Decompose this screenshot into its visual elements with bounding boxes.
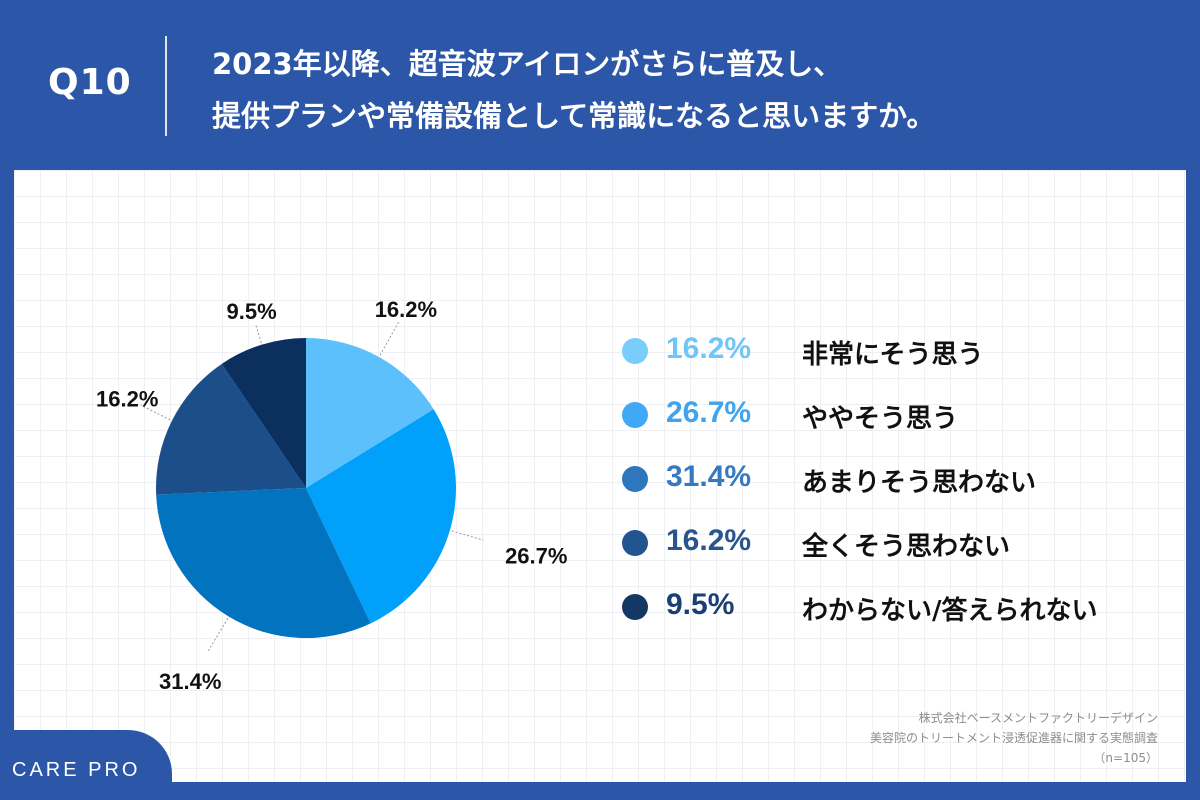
header: Q10 2023年以降、超音波アイロンがさらに普及し、 提供プランや常備設備とし… <box>0 0 1200 170</box>
pie-chart: 16.2% 26.7% 31.4% 16.2% 9.5% <box>96 297 567 694</box>
legend-percent: 16.2% <box>666 332 752 365</box>
slice-value-label: 16.2% <box>375 297 437 322</box>
legend-item: 31.4% あまりそう思わない <box>622 446 1182 510</box>
legend-label: あまりそう思わない <box>802 468 1037 498</box>
legend-dot-icon <box>622 530 648 556</box>
pie-slice <box>156 363 306 495</box>
source-sample-size: （n=105） <box>1093 751 1158 765</box>
pie-slice <box>221 338 306 488</box>
legend-dot-icon <box>622 338 648 364</box>
slice-value-label: 16.2% <box>96 386 158 411</box>
legend-dot-icon <box>622 402 648 428</box>
legend-label: わからない/答えられない <box>802 596 1098 626</box>
legend-label: 全くそう思わない <box>802 532 1011 562</box>
question-title-line2: 提供プランや常備設備として常識になると思いますか。 <box>212 99 936 133</box>
legend-item: 16.2% 全くそう思わない <box>622 510 1182 574</box>
source-company: 株式会社ベースメントファクトリーデザイン <box>918 711 1158 725</box>
legend-item: 9.5% わからない/答えられない <box>622 574 1182 638</box>
source-note: 株式会社ベースメントファクトリーデザイン 美容院のトリートメント浸透促進器に関す… <box>738 708 1158 768</box>
slice-value-label: 26.7% <box>505 544 567 569</box>
question-number: Q10 <box>48 62 132 103</box>
slice-value-label: 9.5% <box>227 299 277 324</box>
legend-dot-icon <box>622 594 648 620</box>
pie-slice <box>156 488 371 638</box>
legend: 16.2% 非常にそう思う 26.7% ややそう思う 31.4% あまりそう思わ… <box>622 318 1182 638</box>
legend-item: 16.2% 非常にそう思う <box>622 318 1182 382</box>
legend-dot-icon <box>622 466 648 492</box>
logo-text: CARE PRO <box>12 759 141 781</box>
leader-line <box>140 404 171 421</box>
legend-item: 26.7% ややそう思う <box>622 382 1182 446</box>
chart-card: 16.2% 26.7% 31.4% 16.2% 9.5% 16.2% 非常にそう思う 2… <box>14 170 1186 782</box>
source-survey: 美容院のトリートメント浸透促進器に関する実態調査 <box>869 731 1158 745</box>
question-title-line1: 2023年以降、超音波アイロンがさらに普及し、 <box>212 47 843 81</box>
care-pro-logo: CARE PRO <box>0 730 172 786</box>
header-divider <box>165 36 167 136</box>
legend-percent: 16.2% <box>666 524 752 557</box>
leader-line <box>451 530 484 541</box>
legend-percent: 31.4% <box>666 460 752 493</box>
legend-label: 非常にそう思う <box>802 340 984 370</box>
leader-line <box>254 323 262 343</box>
slice-value-label: 31.4% <box>159 669 221 694</box>
legend-percent: 9.5% <box>666 588 735 621</box>
leader-line <box>379 321 400 356</box>
leader-line <box>207 618 229 652</box>
legend-label: ややそう思う <box>802 404 959 434</box>
question-title: 2023年以降、超音波アイロンがさらに普及し、 提供プランや常備設備として常識に… <box>212 38 1172 142</box>
pie-slice <box>306 409 456 624</box>
pie-slice <box>306 338 434 488</box>
legend-percent: 26.7% <box>666 396 752 429</box>
